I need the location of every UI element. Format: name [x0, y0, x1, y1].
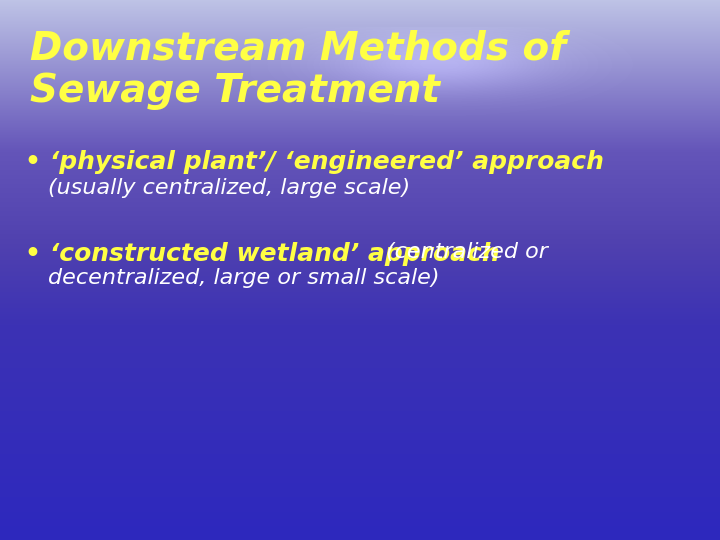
Text: • ‘constructed wetland’ approach: • ‘constructed wetland’ approach: [25, 242, 500, 266]
Text: Sewage Treatment: Sewage Treatment: [30, 72, 440, 110]
Text: Downstream Methods of: Downstream Methods of: [30, 30, 566, 68]
Text: • ‘physical plant’/ ‘engineered’ approach: • ‘physical plant’/ ‘engineered’ approac…: [25, 150, 604, 174]
Text: decentralized, large or small scale): decentralized, large or small scale): [48, 268, 439, 288]
Text: (centralized or: (centralized or: [386, 242, 548, 262]
Text: (usually centralized, large scale): (usually centralized, large scale): [48, 178, 410, 198]
